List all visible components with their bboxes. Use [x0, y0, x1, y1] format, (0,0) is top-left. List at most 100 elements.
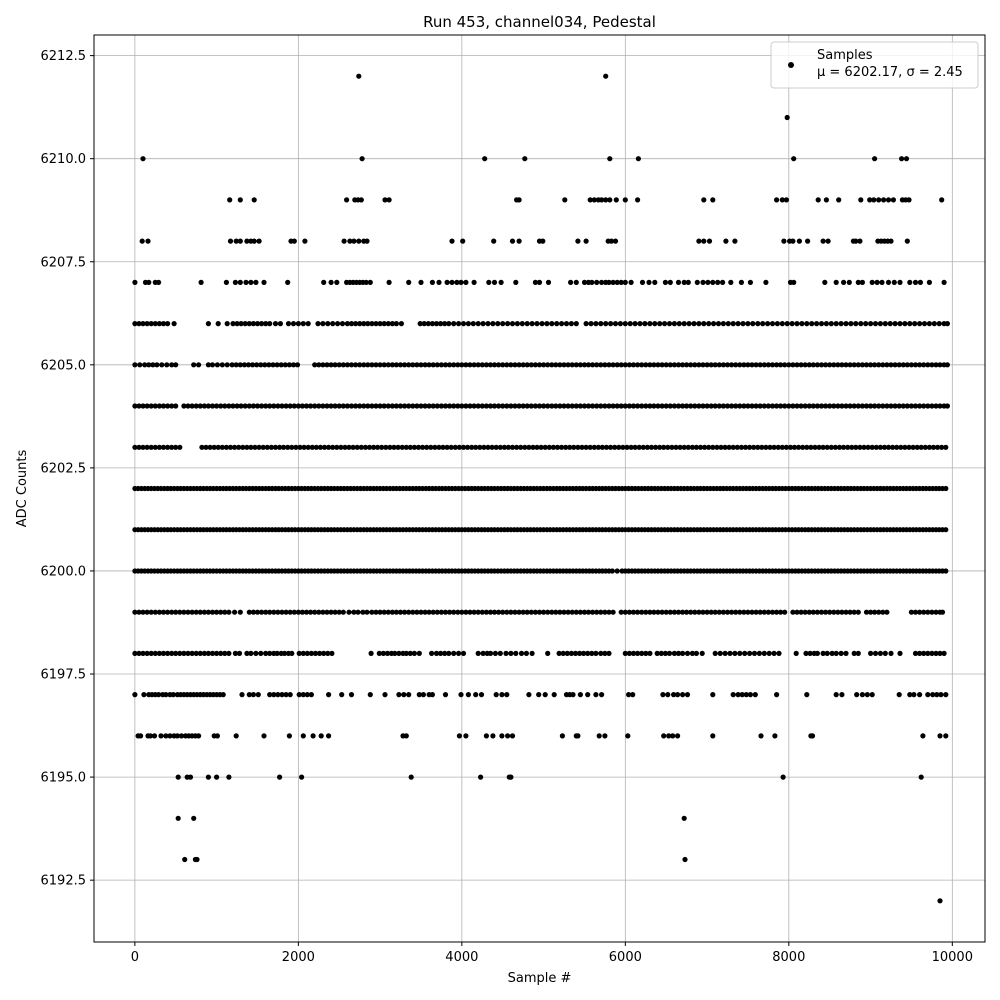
data-point — [802, 403, 808, 409]
data-point — [187, 774, 194, 780]
data-point — [571, 444, 577, 450]
data-point — [715, 321, 722, 327]
data-point — [237, 197, 243, 203]
data-point — [340, 403, 346, 409]
data-point — [855, 362, 861, 368]
data-point — [456, 444, 462, 450]
data-point — [132, 650, 138, 657]
data-point — [839, 403, 845, 409]
data-point — [561, 362, 567, 368]
data-point — [475, 321, 481, 327]
data-point — [177, 609, 183, 615]
data-point — [859, 362, 866, 368]
y-tick-label: 6200.0 — [41, 564, 87, 579]
data-point — [693, 444, 700, 450]
data-point — [491, 279, 498, 285]
data-point — [900, 403, 906, 409]
data-point — [581, 403, 588, 409]
data-point — [263, 609, 269, 615]
data-point — [598, 609, 604, 615]
data-point — [613, 197, 619, 203]
data-point — [303, 403, 310, 409]
data-point — [686, 321, 692, 327]
data-point — [283, 692, 289, 698]
data-point — [173, 650, 179, 657]
data-point — [642, 321, 648, 327]
data-point — [261, 733, 267, 739]
data-point — [509, 444, 516, 450]
data-point — [917, 362, 923, 368]
data-point — [759, 444, 765, 450]
data-point — [659, 609, 665, 615]
data-point — [205, 774, 211, 780]
data-point — [329, 650, 335, 657]
data-point — [663, 362, 669, 368]
data-point — [898, 444, 904, 450]
data-point — [371, 444, 377, 450]
data-point — [569, 403, 575, 409]
data-point — [824, 650, 830, 657]
data-point — [832, 444, 839, 450]
data-point — [308, 650, 314, 657]
data-point — [925, 692, 931, 698]
data-point — [357, 321, 363, 327]
data-point — [274, 362, 280, 368]
data-point — [267, 692, 273, 698]
data-point — [622, 650, 628, 657]
data-point — [684, 692, 691, 698]
data-point — [416, 692, 422, 698]
data-point — [232, 444, 238, 450]
data-point — [339, 321, 346, 327]
data-point — [598, 403, 604, 409]
data-point — [317, 650, 323, 657]
data-point — [921, 650, 927, 657]
data-point — [362, 444, 368, 450]
data-point — [663, 403, 669, 409]
data-point — [720, 321, 727, 327]
data-point — [710, 197, 716, 203]
data-point — [897, 321, 903, 327]
data-point — [173, 403, 179, 409]
data-point — [505, 733, 511, 739]
data-point — [765, 609, 772, 615]
data-point — [451, 609, 457, 615]
data-point — [160, 444, 167, 450]
data-point — [426, 362, 432, 368]
data-point — [738, 279, 745, 285]
data-point — [673, 444, 679, 450]
data-point — [796, 238, 803, 244]
data-point — [859, 403, 866, 409]
data-point — [259, 609, 265, 615]
data-point — [944, 362, 951, 368]
legend-box — [770, 41, 979, 89]
data-point — [542, 444, 548, 450]
data-point — [524, 403, 530, 409]
data-point — [520, 609, 526, 615]
data-point — [524, 362, 530, 368]
data-point — [254, 609, 261, 615]
data-point — [666, 733, 672, 739]
data-point — [377, 609, 383, 615]
data-point — [132, 362, 138, 368]
data-point — [742, 444, 749, 450]
data-point — [753, 362, 759, 368]
data-point — [607, 197, 613, 203]
data-point — [851, 609, 857, 615]
data-point — [577, 609, 584, 615]
data-point — [377, 403, 383, 409]
data-point — [766, 650, 772, 657]
data-point — [328, 362, 334, 368]
data-point — [426, 403, 432, 409]
data-point — [430, 403, 436, 409]
data-point — [178, 733, 185, 739]
data-point — [654, 650, 660, 657]
data-point — [267, 650, 273, 657]
data-point — [787, 444, 794, 450]
data-point — [545, 279, 552, 285]
data-point — [351, 238, 357, 244]
x-tick-label: 2000 — [282, 950, 315, 965]
data-point — [749, 609, 755, 615]
data-point — [302, 238, 308, 244]
data-point — [191, 362, 197, 368]
data-point — [723, 238, 729, 244]
